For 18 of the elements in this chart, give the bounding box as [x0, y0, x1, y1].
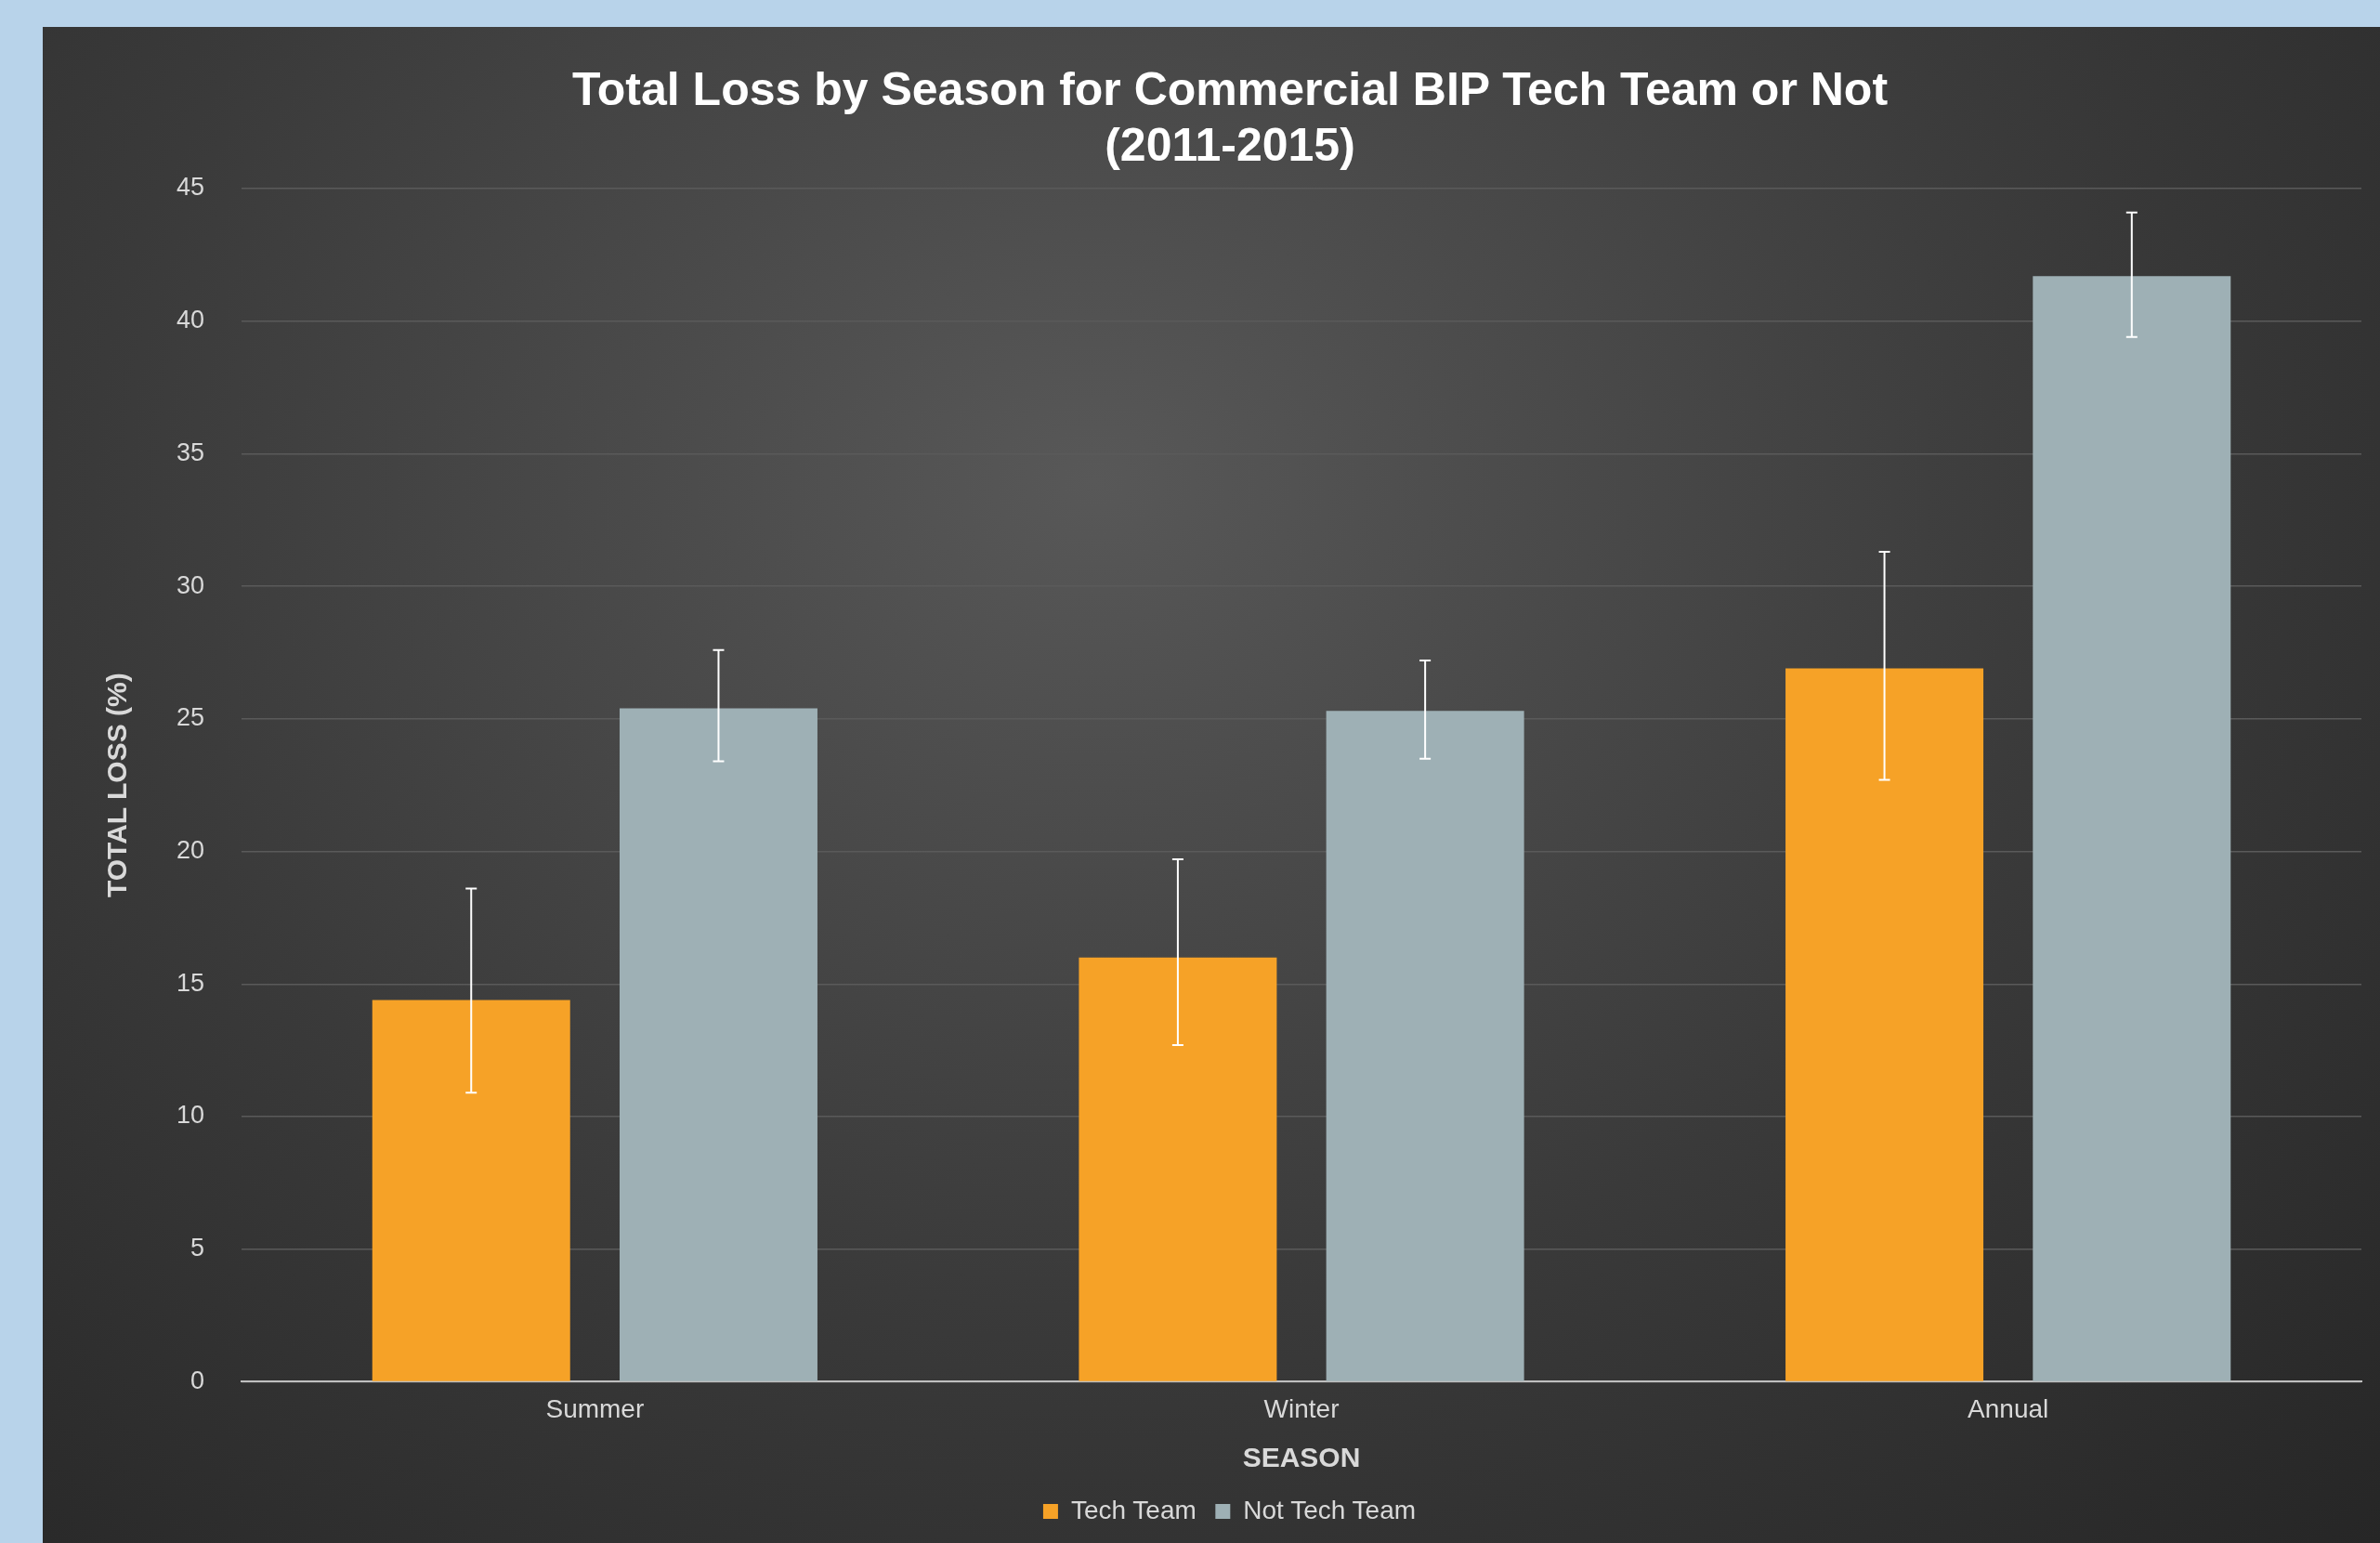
y-axis-title: TOTAL LOSS (%) — [101, 673, 133, 898]
legend-label: Not Tech Team — [1243, 1495, 1417, 1524]
chart-title: Total Loss by Season for Commercial BIP Tech Team or Not (2011-2015) — [571, 62, 1889, 171]
y-tick-label: 0 — [190, 1366, 205, 1394]
y-tick-label: 25 — [176, 703, 205, 732]
y-tick-label: 15 — [176, 968, 205, 997]
y-tick-label: 30 — [176, 570, 205, 599]
y-tick-label: 10 — [176, 1101, 205, 1130]
y-tick-label: 35 — [176, 438, 205, 466]
legend-label: Tech Team — [1070, 1495, 1197, 1524]
x-tick-label: Winter — [1263, 1393, 1340, 1423]
y-tick-label: 5 — [190, 1234, 205, 1262]
x-axis-title: SEASON — [1242, 1442, 1361, 1473]
y-tick-label: 45 — [176, 173, 205, 202]
x-tick-label: Summer — [545, 1393, 645, 1423]
y-tick-label: 20 — [176, 836, 205, 865]
y-tick-label: 40 — [176, 306, 205, 334]
x-tick-label: Annual — [1968, 1393, 2049, 1423]
